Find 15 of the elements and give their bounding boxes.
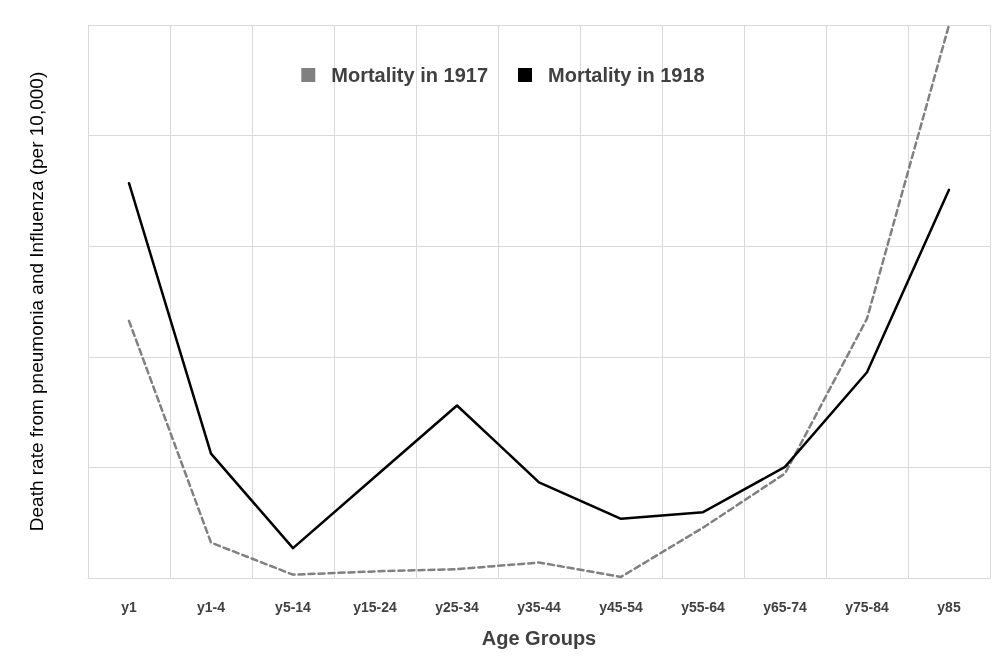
x-axis-title: Age Groups (481, 627, 597, 649)
x-tick-label: y85 (937, 599, 961, 615)
x-tick-label: y1 (121, 599, 137, 615)
x-tick-label: y35-44 (517, 599, 562, 615)
x-tick-label: y1-4 (196, 599, 226, 615)
x-tick-label: y15-24 (353, 599, 398, 615)
x-tick-label: y55-64 (681, 599, 726, 615)
x-tick-label: y5-14 (275, 599, 312, 615)
legend-label: Mortality in 1917 (331, 64, 488, 86)
x-tick-label: y25-34 (435, 599, 480, 615)
x-tick-label: y65-74 (763, 599, 808, 615)
y-axis-title: Death rate from pneumonia and Influenza (per 10,000) (25, 71, 47, 532)
legend-label: Mortality in 1918 (548, 64, 705, 86)
x-tick-label: y45-54 (599, 599, 644, 615)
x-tick-label: y75-84 (845, 599, 890, 615)
